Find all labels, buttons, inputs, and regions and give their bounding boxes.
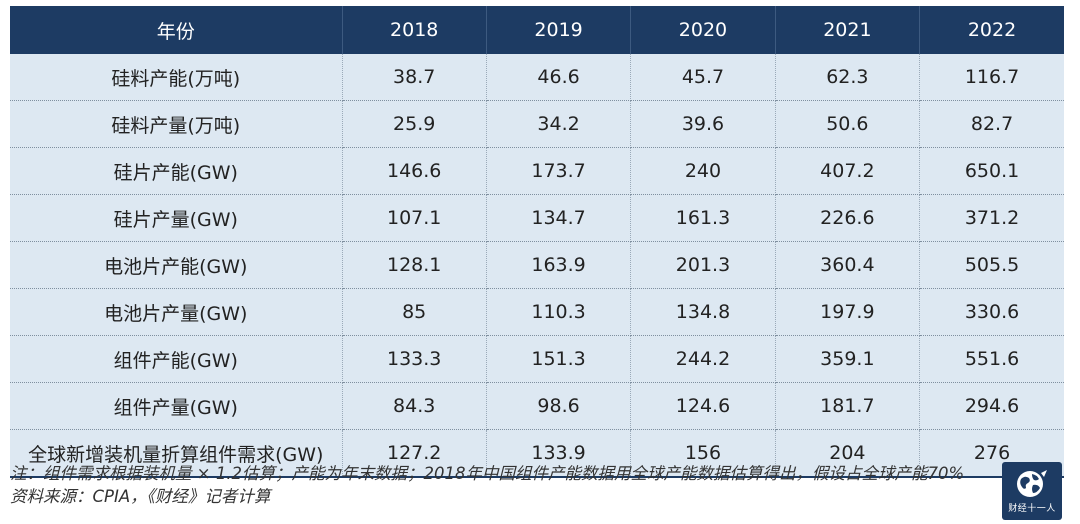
table-cell: 407.2 xyxy=(775,147,921,195)
table-cell: 650.1 xyxy=(919,147,1064,195)
table-cell: 85 xyxy=(342,288,487,336)
table-row: 硅料产量(万吨) 25.9 34.2 39.6 50.6 82.7 xyxy=(10,100,1064,148)
row-label: 硅片产量(GW) xyxy=(10,194,343,242)
table-cell: 197.9 xyxy=(775,288,921,336)
table-cell: 82.7 xyxy=(919,100,1064,148)
table-cell: 124.6 xyxy=(630,382,776,430)
table-cell: 359.1 xyxy=(775,335,921,383)
table-cell: 146.6 xyxy=(342,147,487,195)
row-label: 全球新增装机量折算组件需求(GW) xyxy=(10,429,343,478)
row-label: 电池片产量(GW) xyxy=(10,288,343,336)
table-cell: 161.3 xyxy=(630,194,776,242)
table-cell: 360.4 xyxy=(775,241,921,289)
logo-text: 财经十一人 xyxy=(1008,503,1056,514)
header-year: 2021 xyxy=(775,6,921,54)
table-cell: 84.3 xyxy=(342,382,487,430)
globe-icon xyxy=(1017,469,1047,497)
table-cell: 244.2 xyxy=(630,335,776,383)
notes: 注：组件需求根据装机量 × 1.2估算；产能为年末数据；2018年中国组件产能数… xyxy=(10,462,1000,508)
header-label: 年份 xyxy=(10,6,343,54)
table-cell: 110.3 xyxy=(486,288,632,336)
row-label: 硅片产能(GW) xyxy=(10,147,343,195)
row-label: 电池片产能(GW) xyxy=(10,241,343,289)
table-header-row: 年份 2018 2019 2020 2021 2022 xyxy=(10,6,1064,54)
table-cell: 128.1 xyxy=(342,241,487,289)
row-label: 组件产能(GW) xyxy=(10,335,343,383)
header-year: 2019 xyxy=(486,6,632,54)
table-cell: 127.2 xyxy=(342,429,487,478)
table-cell: 151.3 xyxy=(486,335,632,383)
source-note: 资料来源：CPIA，《财经》记者计算 xyxy=(10,487,271,506)
table-row: 电池片产量(GW) 85 110.3 134.8 197.9 330.6 xyxy=(10,288,1064,336)
header-year: 2022 xyxy=(919,6,1064,54)
table-cell: 371.2 xyxy=(919,194,1064,242)
table-cell: 294.6 xyxy=(919,382,1064,430)
data-table: 年份 2018 2019 2020 2021 2022 硅料产能(万吨) 38.7… xyxy=(10,6,1064,478)
row-label: 硅料产能(万吨) xyxy=(10,54,343,101)
table-cell: 133.9 xyxy=(486,429,632,478)
footnote: 注：组件需求根据装机量 × 1.2估算；产能为年末数据；2018年中国组件产能数… xyxy=(10,464,965,483)
table-cell: 156 xyxy=(630,429,776,478)
table-cell: 133.3 xyxy=(342,335,487,383)
table-cell: 505.5 xyxy=(919,241,1064,289)
table-cell: 38.7 xyxy=(342,54,487,101)
table-row: 组件产能(GW) 133.3 151.3 244.2 359.1 551.6 xyxy=(10,335,1064,383)
table-cell: 46.6 xyxy=(486,54,632,101)
table-cell: 39.6 xyxy=(630,100,776,148)
table-cell: 107.1 xyxy=(342,194,487,242)
table-row: 全球新增装机量折算组件需求(GW) 127.2 133.9 156 204 276 xyxy=(10,429,1064,478)
table-row: 电池片产能(GW) 128.1 163.9 201.3 360.4 505.5 xyxy=(10,241,1064,289)
data-table-container: 年份 2018 2019 2020 2021 2022 硅料产能(万吨) 38.7… xyxy=(10,6,1064,478)
table-cell: 34.2 xyxy=(486,100,632,148)
table-cell: 98.6 xyxy=(486,382,632,430)
table-cell: 181.7 xyxy=(775,382,921,430)
table-cell: 134.7 xyxy=(486,194,632,242)
header-year: 2020 xyxy=(630,6,776,54)
row-label: 组件产量(GW) xyxy=(10,382,343,430)
table-row: 硅片产量(GW) 107.1 134.7 161.3 226.6 371.2 xyxy=(10,194,1064,242)
table-row: 组件产量(GW) 84.3 98.6 124.6 181.7 294.6 xyxy=(10,382,1064,430)
table-cell: 226.6 xyxy=(775,194,921,242)
row-label: 硅料产量(万吨) xyxy=(10,100,343,148)
table-cell: 50.6 xyxy=(775,100,921,148)
table-cell: 62.3 xyxy=(775,54,921,101)
table-row: 硅料产能(万吨) 38.7 46.6 45.7 62.3 116.7 xyxy=(10,54,1064,101)
table-cell: 25.9 xyxy=(342,100,487,148)
table-cell: 330.6 xyxy=(919,288,1064,336)
table-cell: 201.3 xyxy=(630,241,776,289)
brand-logo: 财经十一人 xyxy=(1002,462,1062,520)
table-cell: 116.7 xyxy=(919,54,1064,101)
table-row: 硅片产能(GW) 146.6 173.7 240 407.2 650.1 xyxy=(10,147,1064,195)
table-cell: 204 xyxy=(775,429,921,478)
table-cell: 551.6 xyxy=(919,335,1064,383)
table-cell: 134.8 xyxy=(630,288,776,336)
table-cell: 173.7 xyxy=(486,147,632,195)
header-year: 2018 xyxy=(342,6,487,54)
table-cell: 240 xyxy=(630,147,776,195)
table-cell: 45.7 xyxy=(630,54,776,101)
table-cell: 163.9 xyxy=(486,241,632,289)
